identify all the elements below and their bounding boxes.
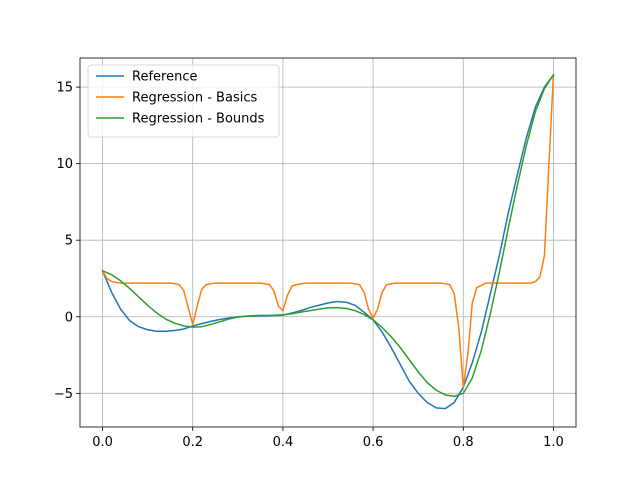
series-line-regression-bounds [101,74,555,398]
legend-label: Regression - Bounds [132,112,265,127]
x-tick-label: 0.0 [92,435,113,450]
y-tick-label: 10 [56,157,73,172]
legend: Reference Regression - Basics Regression -… [87,64,280,138]
x-tick-label: 0.8 [453,435,474,450]
y-tick-label: 0 [65,310,73,325]
y-tick-label: 15 [56,81,73,96]
x-tick-label: 0.4 [273,435,294,450]
legend-label: Regression - Basics [132,91,257,106]
series-line-regression-basics [101,74,555,388]
series-line-reference [101,74,555,410]
x-tick-label: 1.0 [543,435,564,450]
legend-label: Reference [132,70,197,85]
series-lines [101,74,555,410]
y-tick-label: −5 [54,387,73,402]
y-tick-label: 5 [65,234,73,249]
legend-box [87,64,280,138]
x-tick-label: 0.6 [363,435,384,450]
x-tick-label: 0.2 [182,435,203,450]
y-axis-ticks: −5 0 5 10 15 [54,81,80,402]
plot-frame [79,57,577,428]
x-axis-ticks: 0.0 0.2 0.4 0.6 0.8 1.0 [92,427,564,450]
